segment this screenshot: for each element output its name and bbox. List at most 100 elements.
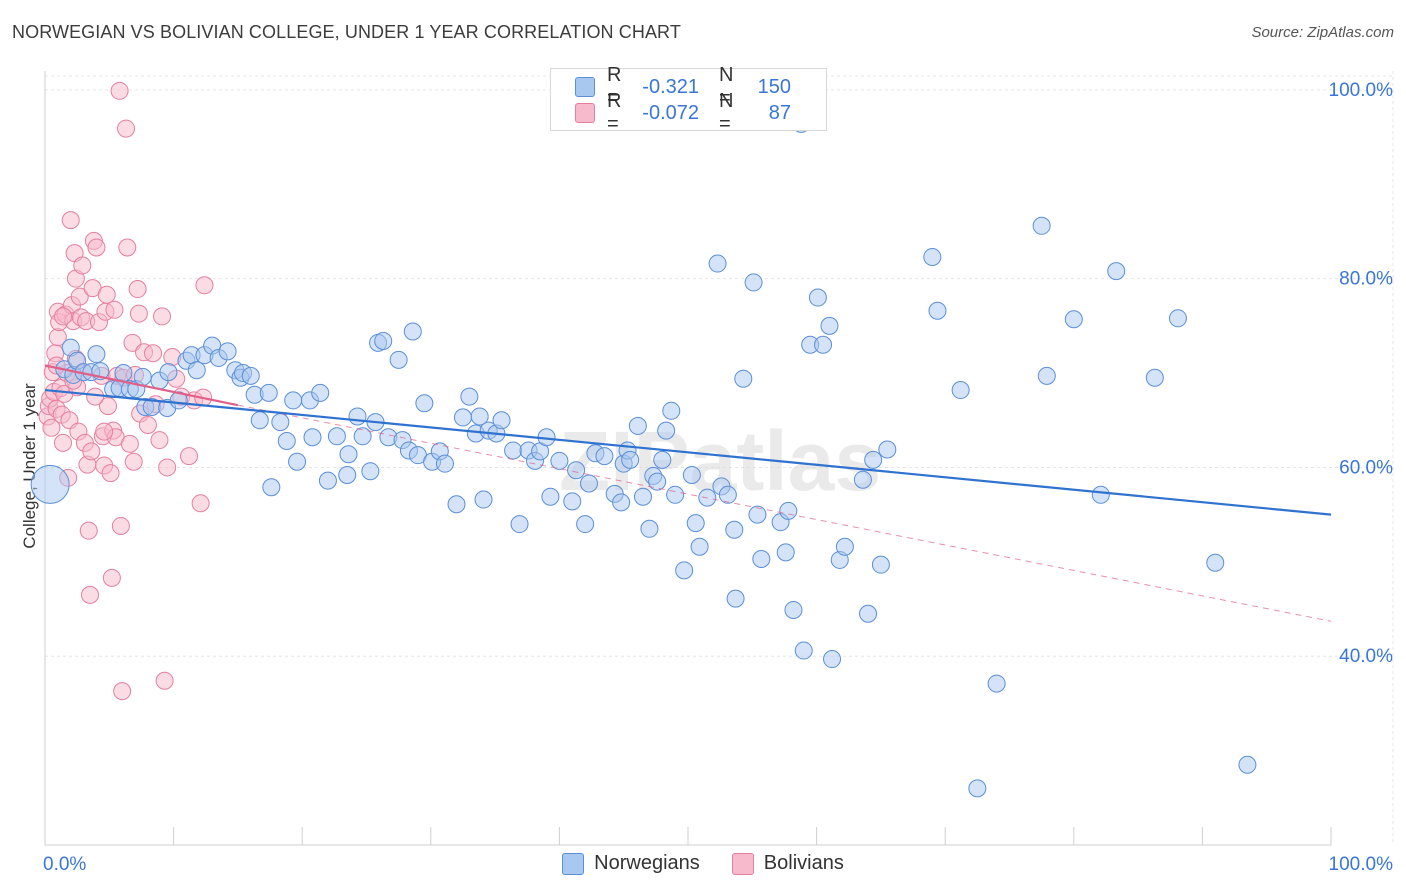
norwegian-point [284,391,303,410]
norwegian-point [159,363,178,382]
norwegian-point [374,331,393,350]
norwegian-point [1238,755,1257,774]
legend-row-norwegians: R = -0.321 N = 150 [575,64,791,109]
norwegians-legend-swatch [562,852,585,875]
bolivian-point [97,285,116,304]
norwegian-point [579,474,598,493]
legend-r-label: R = [607,90,622,135]
norwegian-point [928,301,947,320]
norwegian-point [361,462,380,481]
grid-lines [45,71,1394,845]
bolivians-legend-label: Bolivians [763,852,844,874]
norwegian-point [628,416,647,435]
norwegian-point [871,555,890,574]
bolivian-point [105,300,124,319]
norwegian-point [492,411,511,430]
bolivian-point [95,422,114,441]
norwegian-point [734,369,753,388]
norwegian-point [576,515,595,534]
norwegian-point [820,316,839,335]
norwegians-swatch [575,77,595,97]
chart-source: Source: ZipAtlas.com [1251,24,1394,41]
norwegian-point [987,674,1006,693]
trend-lines [44,364,1332,622]
bolivian-point [73,256,92,275]
axes [44,71,1332,846]
norwegian-point [460,387,479,406]
norwegian-point [675,561,694,580]
bolivian-point [124,452,143,471]
norwegians-trend-line [44,388,1332,516]
norwegian-point [1032,216,1051,235]
norwegian-point [864,450,883,469]
bolivians-legend-swatch [731,852,754,875]
bolivian-point [79,521,98,540]
norwegian-point [784,600,803,619]
norwegian-point [1145,368,1164,387]
bolivian-point [158,458,177,477]
legend-n-label: N = [719,90,734,135]
norwegian-point [794,641,813,660]
norwegian-point [415,394,434,413]
bolivian-point [110,81,129,100]
norwegian-point [435,454,454,473]
bolivian-point [180,447,199,466]
bolivian-point [61,211,80,230]
norwegian-point [288,452,307,471]
norwegian-point [725,520,744,539]
tick-labels: 40.0% 60.0% 80.0% 100.0% 0.0% 100.0% [43,80,1393,875]
norwegian-point [353,427,372,446]
bolivians-trend-solid [44,364,239,407]
x-tick-label: 100.0% [1329,854,1394,875]
norwegian-point [541,487,560,506]
norwegian-point [748,505,767,524]
norwegian-point [1064,310,1083,329]
norwegian-point [114,364,133,383]
norwegian-point [1206,553,1225,572]
norwegian-point [1107,262,1126,281]
norwegian-point [968,779,987,798]
norwegian-point [718,485,737,504]
norwegian-point [744,273,763,292]
norwegians-legend-label: Norwegians [594,852,700,874]
bolivian-point [129,304,148,323]
bolivian-point [81,585,100,604]
norwegian-point [657,421,676,440]
norwegian-point [389,350,408,369]
norwegian-point [662,401,681,420]
bolivian-point [117,119,136,138]
bolivian-point [42,418,61,437]
legend-n-value: 150 [757,75,791,98]
norwegian-point [666,485,685,504]
legend-r-label: R = [607,64,622,109]
norwegian-point [923,247,942,266]
bolivian-point [82,442,101,461]
norwegian-point [218,342,237,361]
legend-n-label: N = [719,64,734,109]
y-tick-label: 80.0% [1339,269,1393,290]
norwegian-point [259,383,278,402]
x-tick-label: 0.0% [43,854,86,875]
bolivian-point [87,238,106,257]
bolivian-point [70,287,89,306]
norwegian-point [303,428,322,447]
bolivian-point [102,568,121,587]
norwegian-point [403,322,422,341]
norwegian-point [776,543,795,562]
norwegian-point [187,361,206,380]
bolivian-point [150,431,169,450]
norwegian-point [563,492,582,511]
norwegian-point [648,472,667,491]
norwegian-point [726,589,745,608]
bolivian-point [54,307,73,326]
stats-legend: R = -0.321 N = 150 R = -0.072 N = 87 [550,64,827,135]
y-tick-label: 60.0% [1339,457,1393,478]
norwegian-point [779,501,798,520]
norwegian-point [348,407,367,426]
norwegian-point [752,549,771,568]
norwegian-point [621,450,640,469]
bolivian-point [111,516,130,535]
norwegian-point [612,493,631,512]
norwegian-point [327,427,346,446]
legend-row-bolivians: R = -0.072 N = 87 [575,90,791,135]
